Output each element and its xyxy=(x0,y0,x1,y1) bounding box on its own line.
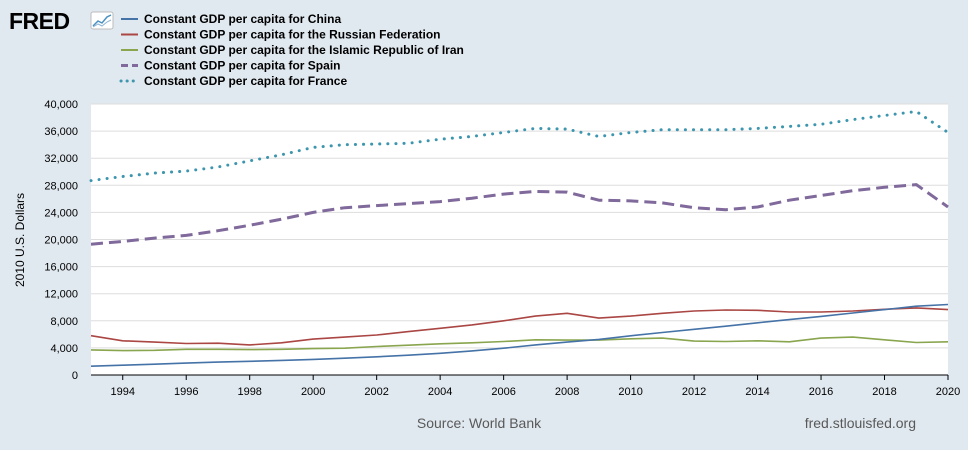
x-tick-label: 1994 xyxy=(110,386,134,398)
x-tick-label: 2006 xyxy=(491,386,515,398)
series-line xyxy=(90,307,949,346)
logo-text: FRED xyxy=(9,8,70,34)
legend: Constant GDP per capita for China Constan… xyxy=(119,12,464,88)
series-line xyxy=(90,183,949,246)
legend-label: Constant GDP per capita for Spain xyxy=(144,59,340,73)
y-tick-label: 4,000 xyxy=(50,343,78,355)
trend-line-icon xyxy=(90,11,114,30)
x-tick-label: 2016 xyxy=(809,386,833,398)
x-tick-label: 2000 xyxy=(301,386,325,398)
y-tick-label: 28,000 xyxy=(44,180,78,192)
fred-logo[interactable]: FRED xyxy=(9,8,114,34)
x-tick-label: 2002 xyxy=(364,386,388,398)
y-tick-label: 12,000 xyxy=(44,289,78,301)
series-line xyxy=(90,336,949,352)
x-tick-label: 2018 xyxy=(872,386,896,398)
y-tick-label: 32,000 xyxy=(44,153,78,165)
gridlines xyxy=(91,103,948,349)
x-tick-label: 2004 xyxy=(428,386,452,398)
x-tick-label: 2014 xyxy=(745,386,769,398)
legend-label: Constant GDP per capita for China xyxy=(144,12,341,26)
x-tick-label: 2020 xyxy=(936,386,960,398)
y-tick-label: 36,000 xyxy=(44,126,78,138)
y-axis-label: 2010 U.S. Dollars xyxy=(13,193,27,287)
x-tick-label: 1998 xyxy=(237,386,261,398)
x-tick-label: 1996 xyxy=(174,386,198,398)
x-tick-label: 2008 xyxy=(555,386,579,398)
series-line xyxy=(90,303,949,367)
y-tick-label: 8,000 xyxy=(50,316,78,328)
source-note: Source: World Bank xyxy=(417,415,542,431)
legend-label: Constant GDP per capita for the Islamic … xyxy=(144,43,464,57)
y-axis: 0 4,000 8,000 12,000 16,000 20,000 24,000 28,00… xyxy=(44,99,78,382)
x-tick-label: 2010 xyxy=(618,386,642,398)
site-url[interactable]: fred.stlouisfed.org xyxy=(805,415,916,431)
y-tick-label: 24,000 xyxy=(44,207,78,219)
legend-label: Constant GDP per capita for the Russian … xyxy=(144,28,441,42)
x-axis: 1994 1996 1998 2000 2002 2004 2006 2008 2010 2012… xyxy=(110,375,960,398)
x-tick-label: 2012 xyxy=(682,386,706,398)
series-layer xyxy=(89,110,950,367)
y-tick-label: 16,000 xyxy=(44,262,78,274)
legend-label: Constant GDP per capita for France xyxy=(144,74,347,88)
y-tick-label: 40,000 xyxy=(44,99,78,111)
y-tick-label: 0 xyxy=(72,370,78,382)
y-tick-label: 20,000 xyxy=(44,235,78,247)
